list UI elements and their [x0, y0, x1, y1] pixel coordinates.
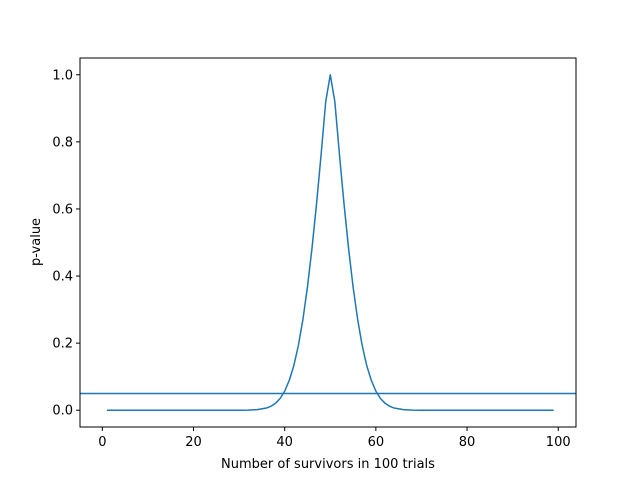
lines-layer — [80, 74, 576, 411]
y-tick-label: 0.8 — [52, 135, 73, 150]
x-tick-label: 40 — [276, 435, 293, 450]
y-axis-ticks: 0.0 0.2 0.4 0.6 0.8 1.0 — [52, 68, 80, 419]
y-tick-label: 0.0 — [52, 404, 73, 419]
x-axis-title: Number of survivors in 100 trials — [221, 457, 435, 472]
y-tick-label: 0.6 — [52, 202, 73, 217]
plot-frame — [79, 57, 577, 428]
x-tick-label: 0 — [98, 435, 106, 450]
x-tick-label: 80 — [459, 435, 476, 450]
y-axis-title: p-value — [29, 218, 44, 266]
y-tick-label: 0.4 — [52, 270, 73, 285]
y-tick-label: 1.0 — [52, 68, 73, 83]
y-tick-label: 0.2 — [52, 337, 73, 352]
plot-area — [80, 58, 576, 427]
x-axis-ticks: 0 20 40 60 80 100 — [98, 427, 571, 450]
x-tick-label: 20 — [185, 435, 202, 450]
p-value-series-line — [106, 74, 554, 411]
x-tick-label: 60 — [368, 435, 385, 450]
x-tick-label: 100 — [546, 435, 571, 450]
